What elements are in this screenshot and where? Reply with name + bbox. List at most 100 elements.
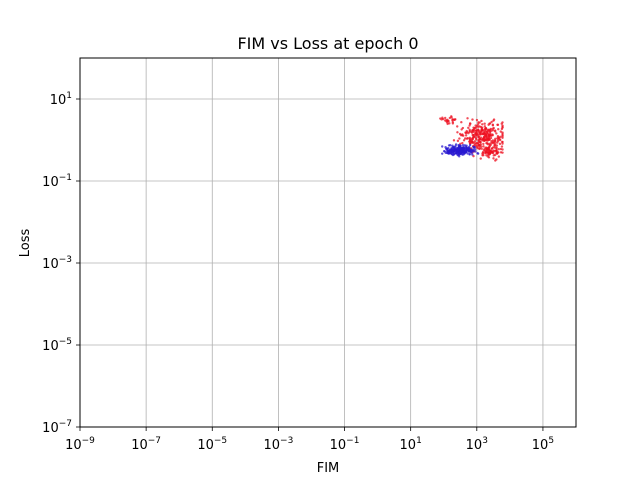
data-point-red — [456, 131, 459, 134]
data-point-red — [461, 133, 464, 136]
data-point-red — [491, 139, 495, 142]
data-point-blue — [449, 144, 452, 147]
plot-frame — [79, 57, 577, 428]
data-point-red — [441, 117, 445, 121]
data-point-blue — [441, 145, 444, 148]
data-point-red — [458, 132, 462, 136]
data-point-red — [477, 139, 480, 142]
data-point-red — [463, 137, 467, 140]
data-point-red — [453, 118, 456, 121]
data-point-red — [461, 126, 465, 130]
data-point-red — [491, 129, 495, 132]
data-point-blue — [461, 144, 465, 147]
data-point-blue — [458, 151, 461, 154]
data-point-red — [483, 128, 487, 131]
data-point-red — [492, 141, 496, 145]
data-point-red — [501, 124, 504, 127]
data-point-red — [487, 133, 491, 137]
data-point-red — [480, 128, 483, 132]
data-point-red — [466, 117, 469, 120]
y-tick-label: 10−1 — [42, 173, 72, 190]
data-point-red — [497, 136, 500, 139]
chart-title: FIM vs Loss at epoch 0 — [237, 34, 418, 53]
x-tick-label: 105 — [532, 436, 554, 453]
x-tick-label: 10−5 — [197, 436, 227, 453]
data-point-red — [478, 147, 481, 151]
data-points — [439, 115, 504, 162]
data-point-blue — [452, 145, 455, 149]
data-point-red — [468, 122, 472, 125]
data-point-blue — [461, 147, 464, 150]
data-point-red — [474, 124, 477, 127]
data-point-red — [490, 141, 493, 144]
data-point-red — [501, 126, 504, 129]
data-point-red — [478, 143, 481, 147]
data-point-blue — [471, 150, 475, 153]
data-point-red — [470, 137, 474, 140]
data-point-red — [485, 136, 489, 139]
data-point-red — [501, 140, 504, 144]
data-point-red — [498, 142, 502, 146]
data-point-red — [479, 141, 482, 144]
data-point-blue — [457, 155, 461, 158]
data-point-red — [495, 147, 498, 150]
data-point-red — [475, 129, 478, 133]
data-point-red — [477, 128, 480, 131]
data-point-blue — [442, 149, 446, 153]
data-point-red — [451, 122, 455, 125]
y-axis-ticks: 10−7 10−5 10−3 10−1 101 — [42, 91, 80, 436]
data-point-blue — [454, 149, 457, 152]
data-point-red — [486, 147, 489, 150]
data-point-red — [464, 131, 467, 134]
data-point-red — [501, 132, 504, 136]
data-point-red — [482, 154, 485, 157]
data-point-blue — [454, 143, 458, 146]
x-axis-label: FIM — [317, 461, 340, 476]
data-point-red — [448, 122, 451, 125]
data-point-red — [458, 137, 461, 140]
data-point-red — [470, 140, 474, 143]
data-point-blue — [465, 144, 468, 147]
data-point-blue — [451, 148, 454, 151]
data-point-red — [488, 122, 491, 125]
data-point-blue — [465, 146, 468, 149]
data-point-blue — [469, 150, 473, 154]
data-point-red — [492, 146, 495, 149]
data-point-red — [490, 147, 493, 151]
data-point-red — [497, 151, 500, 154]
data-point-blue — [460, 150, 463, 153]
data-point-red — [456, 139, 460, 143]
data-point-red — [469, 142, 472, 145]
data-point-red — [484, 138, 488, 141]
data-point-red — [482, 148, 486, 152]
data-point-red — [479, 131, 482, 135]
data-point-red — [485, 130, 489, 133]
x-tick-label: 10−9 — [65, 436, 95, 453]
data-point-red — [492, 157, 495, 160]
data-point-red — [491, 123, 495, 126]
data-point-red — [475, 118, 479, 122]
data-point-red — [479, 157, 482, 160]
data-point-red — [476, 142, 479, 145]
data-point-blue — [472, 146, 476, 149]
data-point-blue — [474, 150, 477, 153]
y-axis-label: Loss — [18, 229, 33, 258]
data-point-red — [497, 128, 500, 131]
x-tick-label: 10−3 — [263, 436, 293, 453]
data-point-red — [467, 126, 470, 130]
data-point-red — [479, 136, 483, 139]
data-point-red — [450, 116, 453, 119]
data-point-red — [477, 125, 480, 129]
data-point-blue — [444, 147, 448, 150]
data-point-red — [456, 125, 459, 128]
data-point-red — [494, 159, 497, 162]
data-point-red — [491, 127, 495, 130]
data-point-red — [493, 130, 497, 133]
data-point-red — [496, 123, 500, 127]
data-point-blue — [471, 153, 474, 156]
data-point-blue — [466, 152, 469, 155]
data-point-red — [487, 153, 491, 156]
data-point-red — [446, 119, 450, 123]
